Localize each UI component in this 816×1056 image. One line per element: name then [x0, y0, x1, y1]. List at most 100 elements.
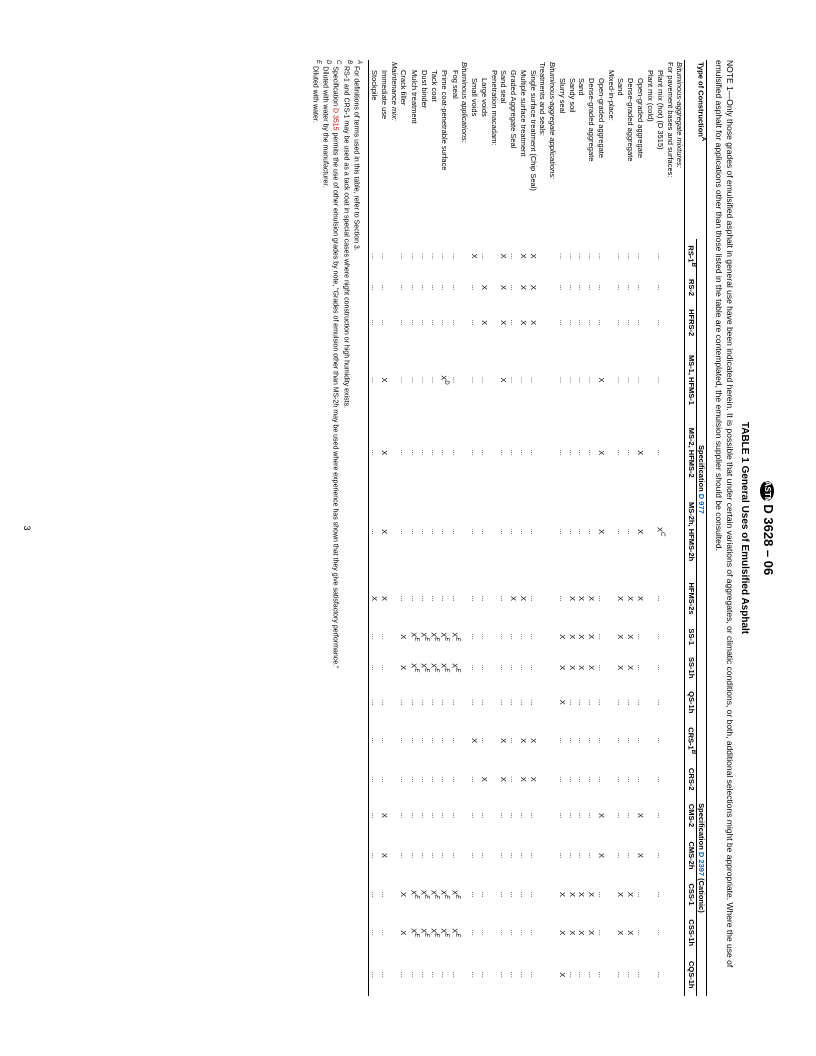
cell: ...	[528, 651, 538, 685]
cell: ...	[625, 302, 635, 344]
cell	[645, 834, 655, 877]
cell	[489, 273, 499, 301]
cell: ...	[399, 302, 409, 344]
cell: ...	[567, 685, 577, 720]
cell: ...	[429, 574, 439, 623]
cell: ...	[586, 797, 596, 834]
cell	[547, 416, 557, 489]
cell: ...	[499, 912, 509, 953]
cell: ...	[508, 877, 518, 912]
col-RS-2: RS-2	[685, 273, 696, 301]
col-MS-2h, HFMS-2h: MS-2h, HFMS-2h	[685, 489, 696, 574]
cell	[665, 344, 675, 417]
cell	[489, 239, 499, 273]
cell	[547, 685, 557, 720]
row-label: Penetration macadam:	[489, 60, 499, 239]
cell: ...	[399, 489, 409, 574]
cell: XE	[419, 877, 429, 912]
cell: ...	[419, 273, 429, 301]
row-label: Multiple surface treatment	[518, 60, 528, 239]
cell: ...	[518, 912, 528, 953]
cell	[460, 623, 470, 651]
cell: ...	[586, 834, 596, 877]
cell	[389, 685, 399, 720]
cell: ...	[518, 834, 528, 877]
cell	[489, 623, 499, 651]
cell: ...	[508, 416, 518, 489]
cell	[489, 877, 499, 912]
cell: ...	[419, 720, 429, 762]
row-label: Large voids	[479, 60, 489, 239]
cell: ...	[528, 574, 538, 623]
row-label: Graded Aggregate Seal	[508, 60, 518, 239]
cell: ...	[379, 239, 389, 273]
cell: ...	[577, 797, 587, 834]
col-CMS-2: CMS-2	[685, 797, 696, 834]
cell	[538, 953, 548, 996]
cell: ...	[408, 344, 418, 417]
row-label: Dense-graded aggregate	[625, 60, 635, 239]
cell	[489, 720, 499, 762]
cell	[645, 651, 655, 685]
cell: X	[567, 574, 577, 623]
cell	[538, 574, 548, 623]
cell: X	[479, 761, 489, 797]
cell: ...	[616, 239, 626, 273]
note-text: —Only those grades of emulsified asphalt…	[714, 60, 735, 967]
cell	[389, 797, 399, 834]
cell	[538, 834, 548, 877]
cell	[665, 834, 675, 877]
row-label: Tack coat	[429, 60, 439, 239]
cell: XC	[655, 489, 665, 574]
cell: X	[625, 912, 635, 953]
cell	[547, 877, 557, 912]
footnote: B RS-1 and CRS-1 may be used as a tack c…	[342, 60, 352, 996]
cell: ...	[625, 720, 635, 762]
cell: X	[518, 720, 528, 762]
cell: ...	[439, 273, 449, 301]
cell: XE	[439, 623, 449, 651]
row-label: Stockpile	[369, 60, 379, 239]
cell: ...	[557, 834, 567, 877]
cell: ...	[635, 651, 645, 685]
row-label: For pavement bases and surfaces:	[665, 60, 675, 239]
cell: ...	[528, 489, 538, 574]
cell	[489, 685, 499, 720]
cell: ...	[528, 877, 538, 912]
cell	[538, 239, 548, 273]
cell	[606, 651, 616, 685]
cell	[389, 302, 399, 344]
col-SS-1: SS-1	[685, 623, 696, 651]
cell: X	[586, 912, 596, 953]
cell: ...	[449, 761, 459, 797]
cell: ...	[567, 273, 577, 301]
cell: ...	[419, 574, 429, 623]
cell: ...	[577, 273, 587, 301]
cell: ...	[567, 720, 577, 762]
row-label: Prime coat-penetrable surface	[439, 60, 449, 239]
cell: X	[528, 239, 538, 273]
cell	[645, 273, 655, 301]
cell	[489, 834, 499, 877]
cell: ...	[635, 720, 645, 762]
spec-group-2: Specification D 2397 (Cationic)	[696, 720, 707, 996]
cell: ...	[508, 953, 518, 996]
cell: X	[596, 834, 606, 877]
cell: X	[625, 651, 635, 685]
cell: X	[469, 239, 479, 273]
cell: ...	[557, 239, 567, 273]
cell: X	[586, 651, 596, 685]
cell: XE	[449, 912, 459, 953]
cell: ...	[508, 834, 518, 877]
cell: ...	[399, 834, 409, 877]
cell: X	[499, 720, 509, 762]
cell	[538, 489, 548, 574]
cell: ...	[625, 273, 635, 301]
cell: ...	[379, 953, 389, 996]
row-label: Open-graded aggregate	[596, 60, 606, 239]
cell: ...	[557, 761, 567, 797]
cell: X	[479, 273, 489, 301]
cell: ...	[499, 797, 509, 834]
cell: ...	[419, 834, 429, 877]
col-CQS-1h: CQS-1h	[685, 953, 696, 996]
